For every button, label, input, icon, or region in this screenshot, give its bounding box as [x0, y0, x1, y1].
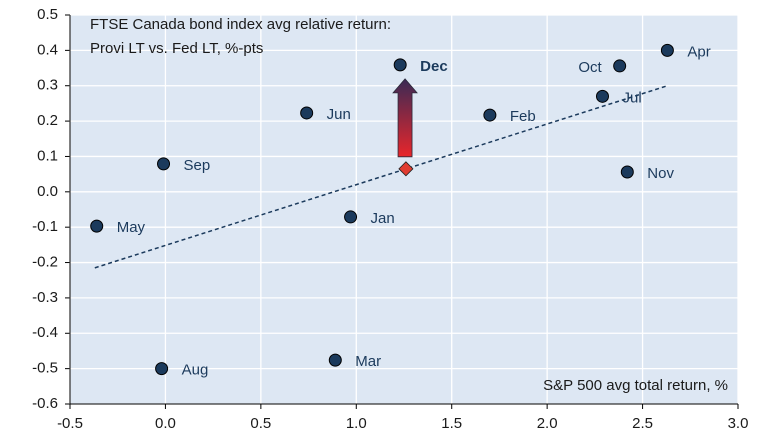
x-tick-label: -0.5 — [57, 415, 83, 432]
point — [328, 353, 342, 367]
y-tick-label: 0.5 — [37, 6, 58, 23]
point — [300, 106, 314, 120]
x-tick-label: 0.0 — [155, 415, 176, 432]
point — [660, 43, 674, 57]
x-tick-label: 0.5 — [250, 415, 271, 432]
point — [344, 210, 358, 224]
y-tick-label: 0.0 — [37, 183, 58, 200]
y-tick-label: 0.3 — [37, 77, 58, 94]
y-tick-label: 0.1 — [37, 147, 58, 164]
point-label: Aug — [182, 362, 209, 379]
y-tick-label: 0.4 — [37, 41, 58, 58]
point-label: Dec — [420, 58, 448, 75]
point — [595, 89, 609, 103]
chart-title: FTSE Canada bond index avg relative retu… — [90, 16, 391, 33]
y-tick-label: -0.2 — [32, 254, 58, 271]
point — [157, 157, 171, 171]
highlight-marker — [398, 161, 414, 177]
arrow — [392, 78, 418, 158]
point-label: Jul — [622, 89, 641, 106]
point-label: Jan — [371, 210, 395, 227]
x-tick-label: 3.0 — [728, 415, 749, 432]
x-axis-label: S&P 500 avg total return, % — [543, 377, 728, 394]
point-label: May — [117, 219, 146, 236]
point-label: Oct — [578, 59, 602, 76]
y-tick-label: -0.4 — [32, 324, 58, 341]
plot-background — [70, 15, 738, 404]
point — [613, 59, 627, 73]
point — [90, 219, 104, 233]
point-label: Nov — [647, 165, 674, 182]
x-tick-label: 1.0 — [346, 415, 367, 432]
y-tick-label: -0.3 — [32, 289, 58, 306]
y-tick-label: -0.6 — [32, 395, 58, 412]
point — [155, 362, 169, 376]
point — [393, 58, 407, 72]
y-tick-label: -0.1 — [32, 218, 58, 235]
chart-title: Provi LT vs. Fed LT, %-pts — [90, 40, 263, 57]
y-tick-label: -0.5 — [32, 360, 58, 377]
point — [483, 108, 497, 122]
point — [620, 165, 634, 179]
x-tick-label: 2.0 — [537, 415, 558, 432]
trendline — [94, 85, 668, 269]
point-label: Mar — [355, 353, 381, 370]
point-label: Sep — [184, 157, 211, 174]
point-label: Apr — [687, 43, 710, 60]
point-label: Feb — [510, 108, 536, 125]
y-tick-label: 0.2 — [37, 112, 58, 129]
point-label: Jun — [327, 106, 351, 123]
x-tick-label: 1.5 — [441, 415, 462, 432]
x-tick-label: 2.5 — [632, 415, 653, 432]
